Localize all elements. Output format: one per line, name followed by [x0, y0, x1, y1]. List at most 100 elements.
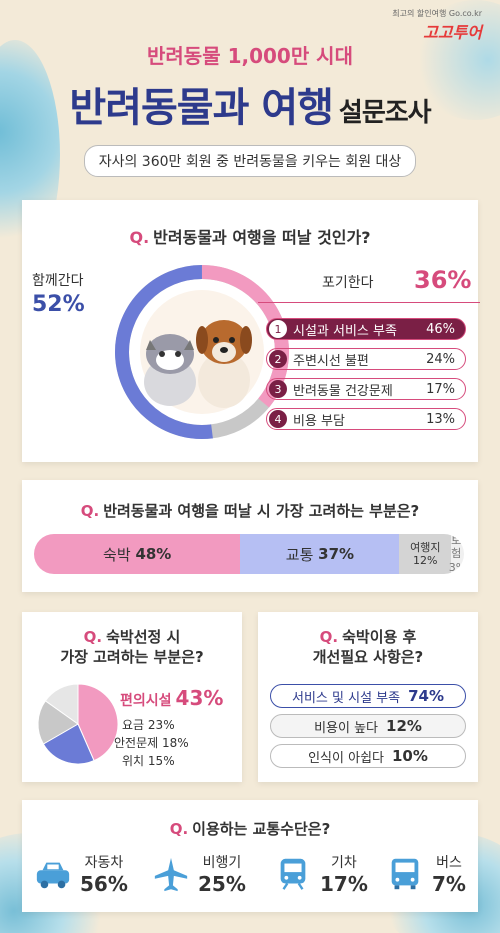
- q-mark: Q.: [319, 628, 339, 646]
- lodging-selection-pie: [37, 683, 119, 765]
- transport-value: 17%: [320, 872, 368, 896]
- pie-row: 요금 23%: [122, 716, 175, 733]
- pie-slice-convenience: [77, 683, 119, 762]
- transport-item-airplane: 비행기 25%: [152, 852, 246, 896]
- bar-segment-lodging: 숙박 48%: [34, 534, 241, 574]
- header-title-small: 설문조사: [338, 98, 432, 128]
- segment-label: 교통: [285, 545, 314, 564]
- header: 반려동물 1,000만 시대 반려동물과 여행 설문조사 자사의 360만 회원 …: [0, 40, 500, 177]
- together-value: 52%: [32, 292, 85, 317]
- pie-value: 43%: [175, 686, 224, 710]
- reason-pill: 1 시설과 서비스 부족 46%: [266, 318, 466, 340]
- pie-slice-location: [44, 683, 79, 725]
- give-up-label: 포기한다: [322, 272, 374, 292]
- question-card-travel-intent: Q. 반려동물과 여행을 떠날 것인가? 함께간다 52%: [22, 200, 480, 462]
- segment-label: 보험: [451, 534, 462, 561]
- pill-label: 인식이 아쉽다: [308, 750, 384, 766]
- improvement-pill: 인식이 아쉽다 10%: [270, 744, 466, 768]
- together-text: 함께간다: [32, 273, 84, 289]
- question-title: Q. 이용하는 교통수단은?: [22, 818, 478, 839]
- reason-number: 1: [269, 320, 287, 338]
- together-label: 함께간다 52%: [32, 270, 85, 317]
- bus-icon: [391, 858, 419, 890]
- transport-item-car: 자동차 56%: [34, 852, 128, 896]
- q-mark: Q.: [169, 820, 189, 838]
- question-text: 이용하는 교통수단은?: [192, 820, 331, 838]
- transport-label: 기차: [331, 855, 357, 871]
- question-line1: 숙박선정 시: [106, 628, 181, 646]
- transport-label: 비행기: [202, 855, 242, 871]
- brand-tagline: 최고의 할인여행 Go.co.kr: [392, 9, 482, 18]
- train-icon: [280, 858, 306, 890]
- reason-value: 46%: [426, 321, 455, 337]
- improvement-pill: 서비스 및 시설 부족 74%: [270, 684, 466, 708]
- reason-value: 17%: [426, 381, 455, 397]
- segment-label: 여행지: [410, 540, 441, 554]
- transport-value: 25%: [198, 872, 246, 896]
- reason-label: 시설과 서비스 부족: [293, 323, 397, 339]
- pie-label: 안전문제: [114, 736, 159, 750]
- question-text: 반려동물과 여행을 떠날 것인가?: [153, 228, 371, 247]
- bar-segment-transport: 교통 37%: [240, 534, 400, 574]
- bar-segment-insurance: 보험3%: [448, 534, 464, 574]
- cat-illustration: [144, 334, 196, 406]
- question-card-transport: Q. 이용하는 교통수단은? 자동차 56% 비행기 25% 기차 17%: [22, 800, 478, 912]
- give-up-value: 36%: [414, 266, 472, 294]
- question-title: Q. 반려동물과 여행을 떠날 것인가?: [22, 224, 478, 248]
- reason-label: 비용 부담: [293, 413, 345, 429]
- question-card-lodging-selection: Q. 숙박선정 시 가장 고려하는 부분은? 편의시설 43% 요금 23% 안전문제…: [22, 612, 242, 782]
- reason-number: 2: [269, 350, 287, 368]
- question-line2: 개선필요 사항은?: [312, 647, 424, 666]
- airplane-icon: [154, 857, 188, 892]
- pill-value: 74%: [408, 687, 444, 705]
- pie-label: 요금: [122, 718, 145, 732]
- pointer-line: [258, 302, 480, 303]
- q-mark: Q.: [129, 228, 150, 247]
- travel-intent-donut: [115, 265, 289, 439]
- transport-item-train: 기차 17%: [274, 852, 368, 896]
- pill-value: 10%: [392, 747, 428, 765]
- reason-pill: 2 주변시선 불편 24%: [266, 348, 466, 370]
- reason-pill: 3 반려동물 건강문제 17%: [266, 378, 466, 400]
- pill-label: 비용이 높다: [314, 720, 379, 736]
- pie-label: 편의시설: [120, 693, 172, 709]
- question-line2: 가장 고려하는 부분은?: [60, 647, 204, 666]
- pie-value: 15%: [147, 754, 175, 768]
- reason-pill: 4 비용 부담 13%: [266, 408, 466, 430]
- header-description: 자사의 360만 회원 중 반려동물을 키우는 회원 대상: [83, 145, 417, 177]
- transport-item-bus: 버스 7%: [386, 852, 466, 896]
- question-line1: 숙박이용 후: [342, 628, 417, 646]
- question-title: Q. 숙박선정 시 가장 고려하는 부분은?: [22, 628, 242, 667]
- question-card-consideration: Q. 반려동물과 여행을 떠날 시 가장 고려하는 부분은? 숙박 48% 교통 …: [22, 480, 478, 592]
- give-up-text: 포기한다: [322, 275, 374, 291]
- header-subtitle: 반려동물 1,000만 시대: [147, 44, 353, 68]
- transport-label: 버스: [436, 855, 462, 871]
- donut-segment-together: [115, 265, 213, 439]
- pill-label: 서비스 및 시설 부족: [292, 690, 401, 706]
- dog-illustration: [196, 320, 252, 408]
- transport-value: 7%: [432, 872, 466, 896]
- segment-value: 48%: [135, 545, 172, 563]
- brand-logo: 고고투어: [423, 23, 482, 42]
- segment-label: 숙박: [103, 545, 131, 564]
- segment-value: 3%: [448, 560, 464, 574]
- pie-slice-safety: [37, 700, 79, 745]
- pie-value: 23%: [147, 718, 175, 732]
- car-icon: [36, 862, 70, 889]
- pill-value: 12%: [386, 717, 422, 735]
- q-mark: Q.: [80, 502, 100, 520]
- pie-label-main: 편의시설 43%: [120, 686, 223, 710]
- q-mark: Q.: [83, 628, 103, 646]
- pie-label: 위치: [122, 754, 145, 768]
- brand: 최고의 할인여행 Go.co.kr 고고투어: [392, 8, 482, 43]
- reason-value: 13%: [426, 411, 455, 427]
- header-title: 반려동물과 여행 설문조사: [0, 75, 500, 133]
- bar-segment-destination: 여행지 12%: [399, 534, 452, 574]
- transport-label: 자동차: [84, 855, 124, 871]
- reason-number: 4: [269, 410, 287, 428]
- question-card-improvement: Q. 숙박이용 후 개선필요 사항은? 서비스 및 시설 부족 74% 비용이 높다 1…: [258, 612, 478, 782]
- segment-value: 37%: [318, 545, 355, 563]
- question-title: Q. 숙박이용 후 개선필요 사항은?: [258, 628, 478, 667]
- transport-value: 56%: [80, 872, 128, 896]
- segment-value: 12%: [413, 554, 438, 567]
